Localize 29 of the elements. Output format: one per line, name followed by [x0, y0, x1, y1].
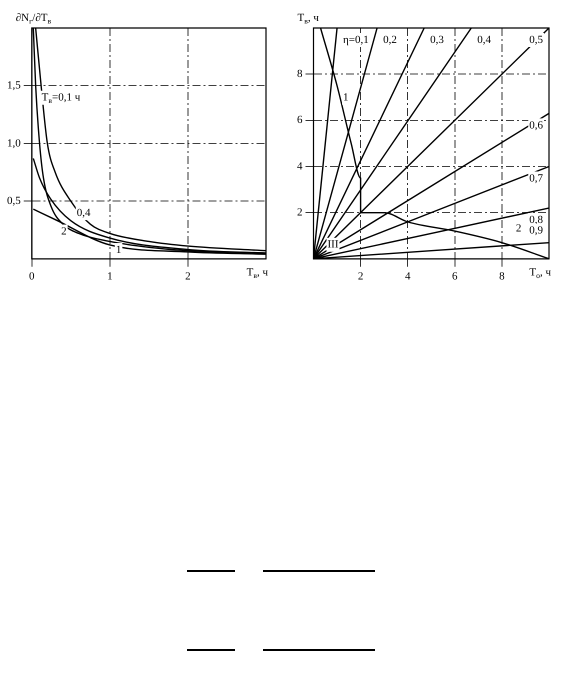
x-tick-label: 0	[29, 270, 35, 282]
annotation: 0,4	[76, 206, 92, 219]
y-tick-label: 4	[297, 160, 303, 172]
annotation: 1	[116, 244, 122, 256]
annotation: 2	[61, 225, 67, 238]
y-tick-label: 6	[297, 114, 303, 126]
annotation: 0,2	[383, 34, 397, 46]
x-tick-label: 4	[404, 270, 411, 282]
x-tick-label: 6	[452, 270, 458, 282]
annotation: 0,3	[430, 34, 444, 46]
y-tick-label: 8	[297, 68, 303, 80]
x-tick-label: 2	[358, 270, 364, 282]
x-tick-label: 2	[185, 270, 191, 282]
annotation: 0,9	[529, 224, 544, 237]
annotation: 0,6	[529, 119, 544, 132]
annotation: η=0,1	[343, 34, 369, 46]
x-tick-label: 1	[107, 270, 113, 282]
y-tick-label: 0,5	[7, 194, 22, 207]
y-tick-label: 1,5	[7, 80, 22, 92]
annotation: 1	[343, 92, 349, 104]
annotation: 0,7	[529, 172, 544, 184]
annotation: 2	[516, 222, 522, 235]
annotation: 0,8	[529, 214, 544, 226]
y-tick-label: 2	[297, 206, 302, 219]
annotation: 0,4	[477, 34, 492, 46]
annotation: III	[328, 238, 339, 251]
x-tick-label: 8	[499, 270, 506, 282]
y-tick-label: 1,0	[7, 137, 22, 150]
annotation: 0,5	[529, 34, 544, 46]
